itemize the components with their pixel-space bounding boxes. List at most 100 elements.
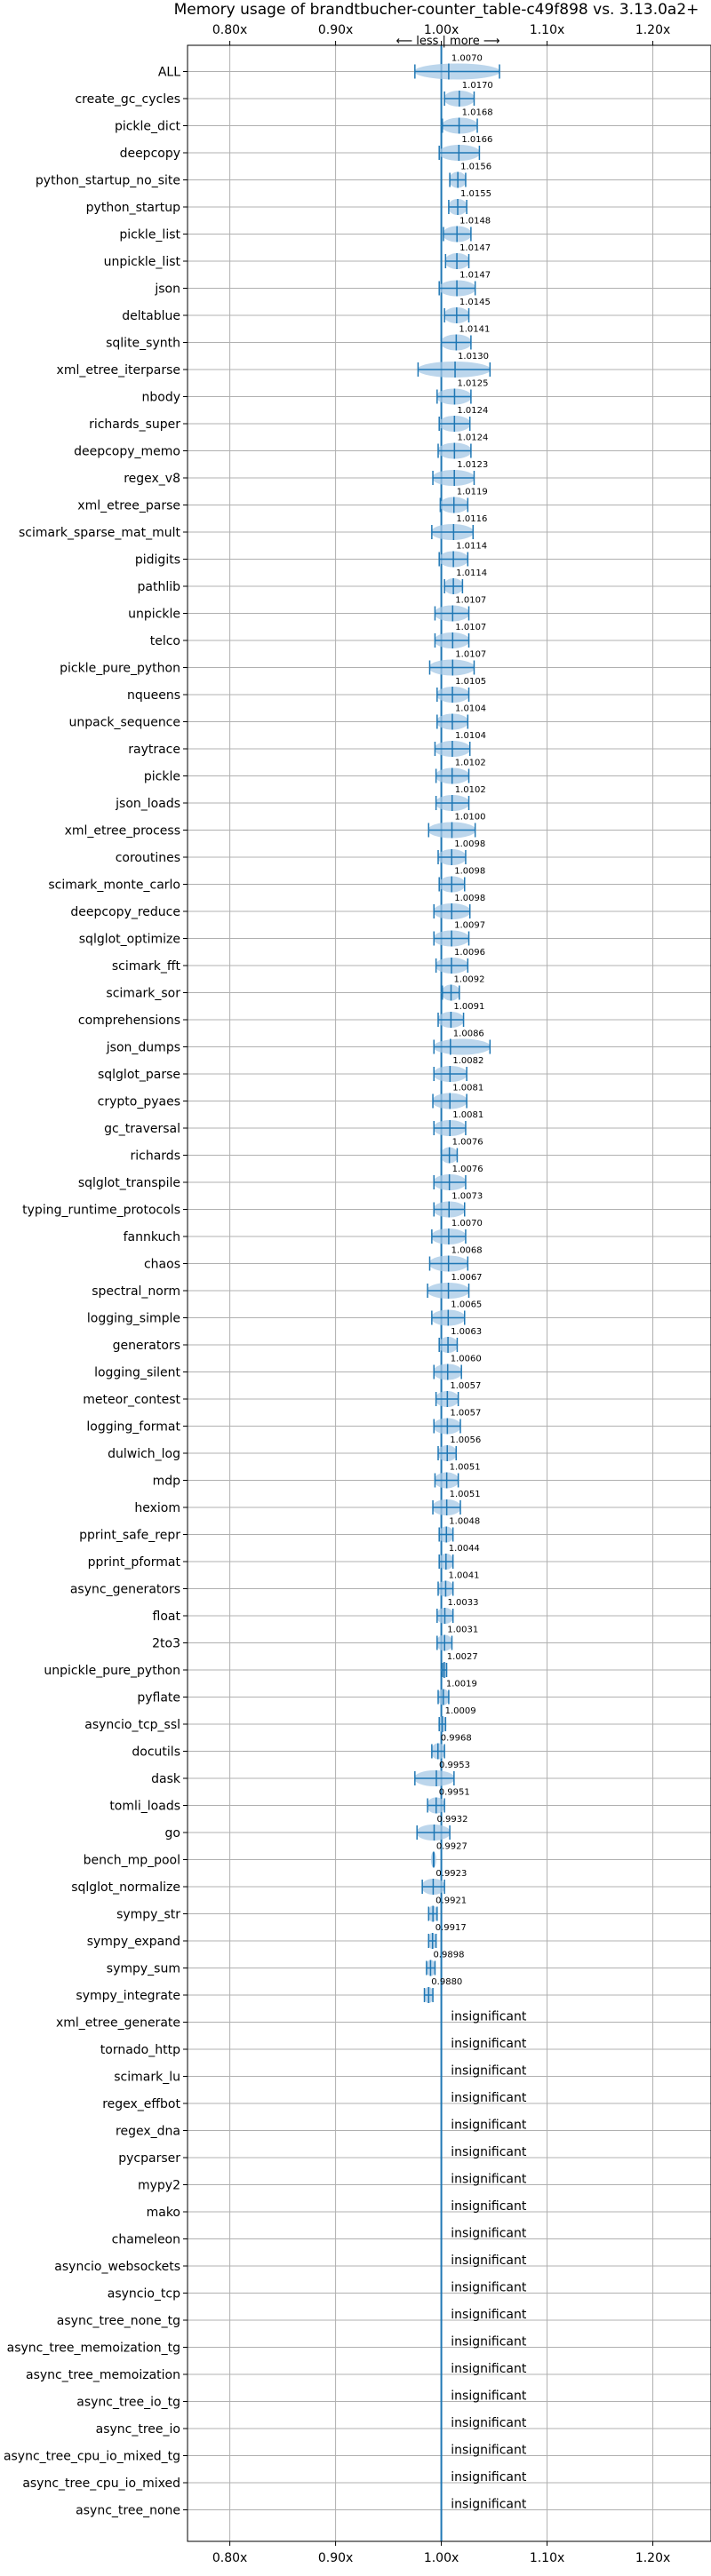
category-label: scimark_sor — [106, 987, 180, 1001]
category-label: pidigits — [135, 553, 180, 568]
category-label: deltablue — [122, 309, 180, 323]
x-tick-label-top: 1.00x — [424, 23, 459, 37]
value-label: 1.0063 — [451, 1327, 482, 1337]
value-label: 1.0076 — [452, 1138, 483, 1148]
category-label: unpack_sequence — [69, 716, 180, 730]
value-label: 1.0105 — [455, 677, 486, 687]
value-label: 1.0107 — [455, 596, 486, 606]
category-label: pathlib — [138, 580, 181, 594]
value-label: 1.0070 — [451, 1219, 483, 1228]
value-label: 1.0098 — [454, 839, 485, 849]
x-tick-label-bottom: 1.20x — [635, 2551, 670, 2565]
value-label: 1.0114 — [456, 542, 487, 552]
category-label: json_loads — [115, 797, 180, 811]
category-label: sqlglot_optimize — [79, 933, 180, 947]
value-label: 1.0102 — [455, 759, 486, 768]
insignificant-label: insignificant — [451, 2470, 527, 2485]
insignificant-label: insignificant — [451, 2444, 527, 2458]
value-label: 1.0056 — [450, 1435, 481, 1445]
category-label: tomli_loads — [109, 1800, 180, 1814]
value-label: 1.0125 — [457, 379, 488, 389]
category-label: asyncio_websockets — [54, 2260, 180, 2274]
marks-layer — [413, 45, 501, 2541]
value-label: 1.0051 — [450, 1490, 481, 1499]
value-label: 0.9880 — [431, 1977, 462, 1987]
category-label: asyncio_tcp_ssl — [84, 1718, 180, 1732]
value-label: 1.0041 — [448, 1571, 479, 1581]
category-label: typing_runtime_protocols — [22, 1204, 180, 1218]
category-label: pickle_dict — [115, 120, 181, 134]
insignificant-label: insignificant — [451, 2335, 527, 2349]
category-label: sqlglot_transpile — [78, 1176, 180, 1190]
value-label: 1.0104 — [455, 731, 486, 741]
insignificant-label: insignificant — [451, 2037, 527, 2051]
insignificant-label: insignificant — [451, 2010, 527, 2024]
category-label: unpickle_list — [104, 255, 181, 269]
category-label: async_tree_memoization — [26, 2368, 180, 2382]
category-label: scimark_lu — [114, 2071, 180, 2085]
category-label: meteor_contest — [83, 1393, 180, 1407]
category-label: sympy_str — [116, 1908, 180, 1922]
value-label: 1.0124 — [457, 406, 488, 416]
value-label: 1.0044 — [449, 1544, 480, 1554]
chart-title: Memory usage of brandtbucher-counter_tab… — [174, 1, 699, 19]
value-label: 1.0081 — [452, 1110, 483, 1120]
value-label: 0.9951 — [439, 1788, 470, 1798]
value-label: 1.0070 — [451, 54, 483, 64]
value-label: 1.0116 — [456, 514, 487, 524]
category-label: regex_dna — [116, 2125, 180, 2139]
category-label: python_startup_no_site — [36, 174, 180, 188]
category-label: unpickle_pure_python — [44, 1664, 180, 1678]
category-label: crypto_pyaes — [98, 1095, 180, 1109]
category-label: json — [154, 282, 180, 297]
value-label: 0.9898 — [433, 1951, 464, 1960]
value-label: 1.0009 — [445, 1706, 476, 1716]
insignificant-label: insignificant — [451, 2416, 527, 2430]
category-label: xml_etree_iterparse — [57, 363, 180, 378]
category-label: mako — [147, 2206, 180, 2220]
category-label: coroutines — [116, 851, 180, 865]
value-label: 1.0124 — [457, 433, 488, 443]
value-label: 1.0051 — [450, 1463, 481, 1473]
category-label: telco — [150, 634, 180, 648]
value-label: 1.0097 — [454, 921, 485, 931]
category-label: scimark_sparse_mat_mult — [19, 526, 180, 540]
category-label: dask — [151, 1772, 181, 1786]
category-label: chameleon — [112, 2233, 180, 2247]
category-label: bench_mp_pool — [84, 1854, 180, 1868]
direction-label: ⟵ less | more ⟶ — [395, 35, 499, 48]
category-label: nbody — [142, 391, 181, 405]
category-label: richards — [131, 1149, 181, 1164]
insignificant-label: insignificant — [451, 2091, 527, 2105]
x-tick-label-top: 1.10x — [530, 23, 564, 37]
value-label: 1.0057 — [450, 1409, 481, 1419]
value-label: 1.0098 — [454, 894, 485, 903]
category-label: docutils — [132, 1745, 180, 1760]
category-label: gc_traversal — [104, 1122, 180, 1136]
x-tick-label-bottom: 0.90x — [318, 2551, 353, 2565]
value-label: 1.0141 — [459, 325, 490, 335]
category-label: scimark_monte_carlo — [48, 879, 180, 893]
value-label: 1.0033 — [448, 1598, 479, 1608]
value-label: 1.0114 — [456, 568, 487, 578]
category-label: pickle_pure_python — [60, 662, 180, 676]
category-label: logging_silent — [94, 1366, 180, 1380]
x-tick-label-top: 1.20x — [635, 23, 670, 37]
insignificant-label: insignificant — [451, 2119, 527, 2133]
value-label: 1.0119 — [457, 488, 488, 497]
category-label: 2to3 — [152, 1637, 180, 1651]
value-label: 1.0092 — [454, 975, 485, 985]
insignificant-label: insignificant — [451, 2362, 527, 2376]
category-label: pprint_safe_repr — [79, 1529, 180, 1543]
value-label: 1.0155 — [460, 189, 491, 199]
category-label: fannkuch — [124, 1230, 180, 1244]
category-label: logging_simple — [87, 1312, 180, 1326]
category-label: python_startup — [86, 201, 180, 215]
category-label: pycparser — [118, 2151, 180, 2166]
category-label: xml_etree_process — [65, 824, 180, 839]
category-label: generators — [113, 1339, 180, 1353]
insignificant-label: insignificant — [451, 2308, 527, 2322]
value-label: 1.0086 — [453, 1030, 484, 1039]
category-label: pprint_pformat — [88, 1555, 181, 1570]
category-label: raytrace — [128, 743, 180, 757]
